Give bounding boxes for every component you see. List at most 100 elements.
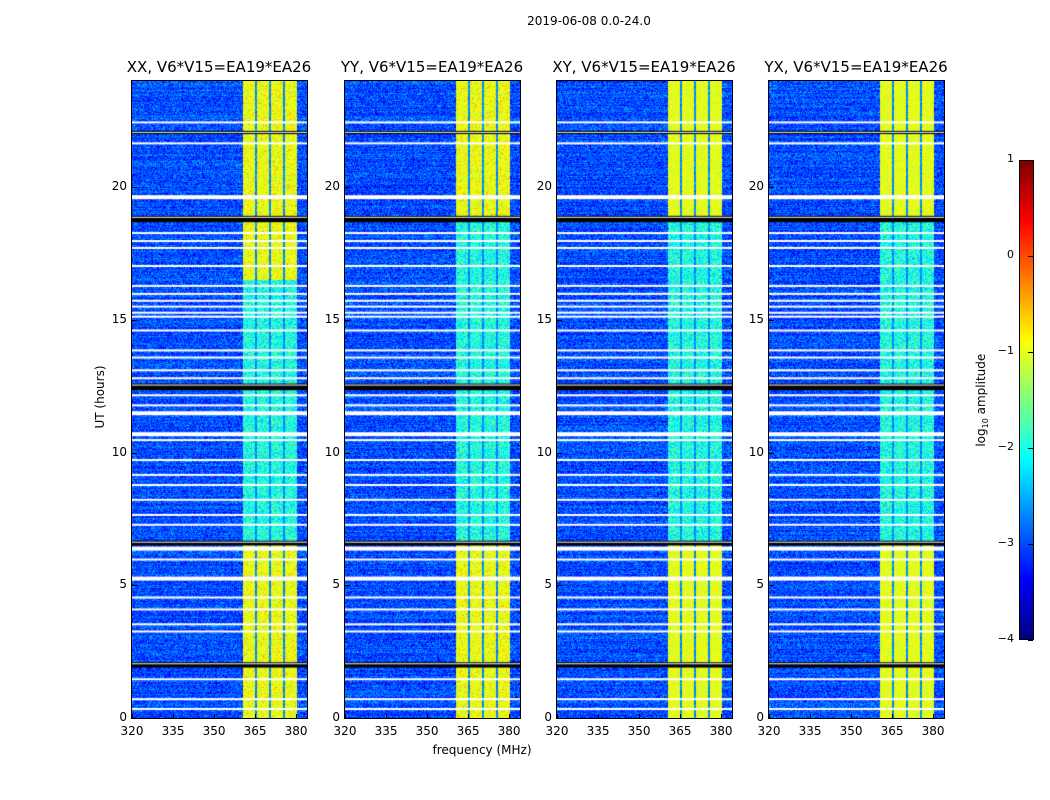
colorbar-tick-mark <box>1028 640 1033 641</box>
y-tick-mark <box>345 319 350 321</box>
x-tick-label: 320 <box>120 724 144 738</box>
panel-title: YY, V6*V15=EA19*EA26 <box>340 58 524 76</box>
y-tick-mark <box>557 718 562 719</box>
x-tick-mark <box>639 714 641 719</box>
x-tick-mark <box>296 714 298 719</box>
y-tick-mark <box>769 187 774 189</box>
x-tick-mark <box>509 714 511 719</box>
y-tick-mark <box>557 187 562 189</box>
colorbar-tick-mark <box>1028 544 1033 545</box>
y-tick-label: 5 <box>544 577 552 592</box>
x-tick-mark <box>255 714 257 719</box>
colorbar-tick-mark <box>1028 256 1033 257</box>
x-tick-mark <box>769 714 770 719</box>
y-tick-mark <box>132 452 137 454</box>
y-tick-label: 20 <box>324 179 340 194</box>
y-tick-label: 5 <box>332 577 340 592</box>
panel-title: XX, V6*V15=EA19*EA26 <box>126 58 312 76</box>
x-tick-label: 350 <box>202 724 226 738</box>
colorbar-tick-label: 0 <box>1007 248 1014 261</box>
colorbar-tick-label: −4 <box>997 632 1014 645</box>
y-tick-mark <box>345 187 350 189</box>
y-tick-mark <box>769 585 774 587</box>
y-tick-label: 20 <box>111 179 127 194</box>
y-tick-mark <box>557 585 562 587</box>
y-tick-label: 10 <box>536 444 552 459</box>
y-tick-mark <box>345 452 350 454</box>
x-tick-label: 320 <box>545 724 569 738</box>
x-tick-label: 335 <box>586 724 610 738</box>
x-tick-mark <box>386 714 388 719</box>
heatmap-image <box>132 81 307 718</box>
y-tick-label: 5 <box>756 577 764 592</box>
y-tick-mark <box>345 718 350 719</box>
x-tick-mark <box>468 714 470 719</box>
colorbar-tick-label: 1 <box>1007 152 1014 165</box>
y-tick-label: 20 <box>748 179 764 194</box>
heatmap-panel <box>768 80 945 719</box>
x-tick-mark <box>721 714 723 719</box>
y-tick-label: 20 <box>536 179 552 194</box>
figure-title: 2019-06-08 0.0-24.0 <box>527 14 651 28</box>
y-tick-mark <box>132 718 137 719</box>
y-tick-mark <box>132 319 137 321</box>
x-tick-label: 335 <box>798 724 822 738</box>
y-tick-label: 15 <box>111 311 127 326</box>
x-tick-label: 335 <box>161 724 185 738</box>
panel-title: XY, V6*V15=EA19*EA26 <box>552 58 736 76</box>
x-tick-mark <box>557 714 558 719</box>
y-tick-label: 0 <box>544 710 552 724</box>
x-tick-mark <box>598 714 600 719</box>
y-tick-label: 10 <box>111 444 127 459</box>
heatmap-image <box>769 81 944 718</box>
x-tick-label: 365 <box>668 724 692 738</box>
y-tick-mark <box>769 452 774 454</box>
y-tick-label: 0 <box>119 710 127 724</box>
colorbar-tick-label: −2 <box>997 440 1014 453</box>
y-tick-mark <box>557 319 562 321</box>
y-tick-label: 15 <box>748 311 764 326</box>
heatmap-image <box>345 81 520 718</box>
heatmap-panel <box>344 80 521 719</box>
x-tick-label: 380 <box>497 724 521 738</box>
x-tick-label: 380 <box>709 724 733 738</box>
colorbar-tick-label: −3 <box>997 536 1014 549</box>
x-tick-label: 335 <box>374 724 398 738</box>
x-tick-label: 350 <box>839 724 863 738</box>
x-tick-mark <box>427 714 429 719</box>
x-tick-mark <box>933 714 935 719</box>
y-tick-label: 0 <box>332 710 340 724</box>
x-tick-label: 380 <box>284 724 308 738</box>
x-tick-label: 380 <box>921 724 945 738</box>
y-tick-label: 10 <box>324 444 340 459</box>
x-tick-label: 365 <box>243 724 267 738</box>
x-tick-label: 350 <box>415 724 439 738</box>
colorbar-tick-mark <box>1028 160 1033 161</box>
colorbar-tick-mark <box>1028 352 1033 353</box>
x-tick-mark <box>892 714 894 719</box>
x-tick-mark <box>345 714 346 719</box>
heatmap-panel <box>131 80 308 719</box>
x-tick-mark <box>173 714 175 719</box>
x-tick-mark <box>680 714 682 719</box>
x-tick-mark <box>132 714 133 719</box>
x-tick-mark <box>214 714 216 719</box>
x-tick-label: 320 <box>757 724 781 738</box>
x-tick-label: 365 <box>880 724 904 738</box>
y-tick-mark <box>345 585 350 587</box>
y-tick-label: 0 <box>756 710 764 724</box>
x-tick-label: 350 <box>627 724 651 738</box>
x-tick-mark <box>851 714 853 719</box>
y-tick-label: 15 <box>536 311 552 326</box>
y-tick-label: 15 <box>324 311 340 326</box>
y-tick-mark <box>769 718 774 719</box>
colorbar-tick-label: −1 <box>997 344 1014 357</box>
x-tick-label: 320 <box>333 724 357 738</box>
heatmap-panel <box>556 80 733 719</box>
colorbar-tick-mark <box>1028 448 1033 449</box>
y-tick-label: 10 <box>748 444 764 459</box>
y-tick-mark <box>132 187 137 189</box>
x-axis-label: frequency (MHz) <box>432 743 532 757</box>
y-tick-mark <box>557 452 562 454</box>
